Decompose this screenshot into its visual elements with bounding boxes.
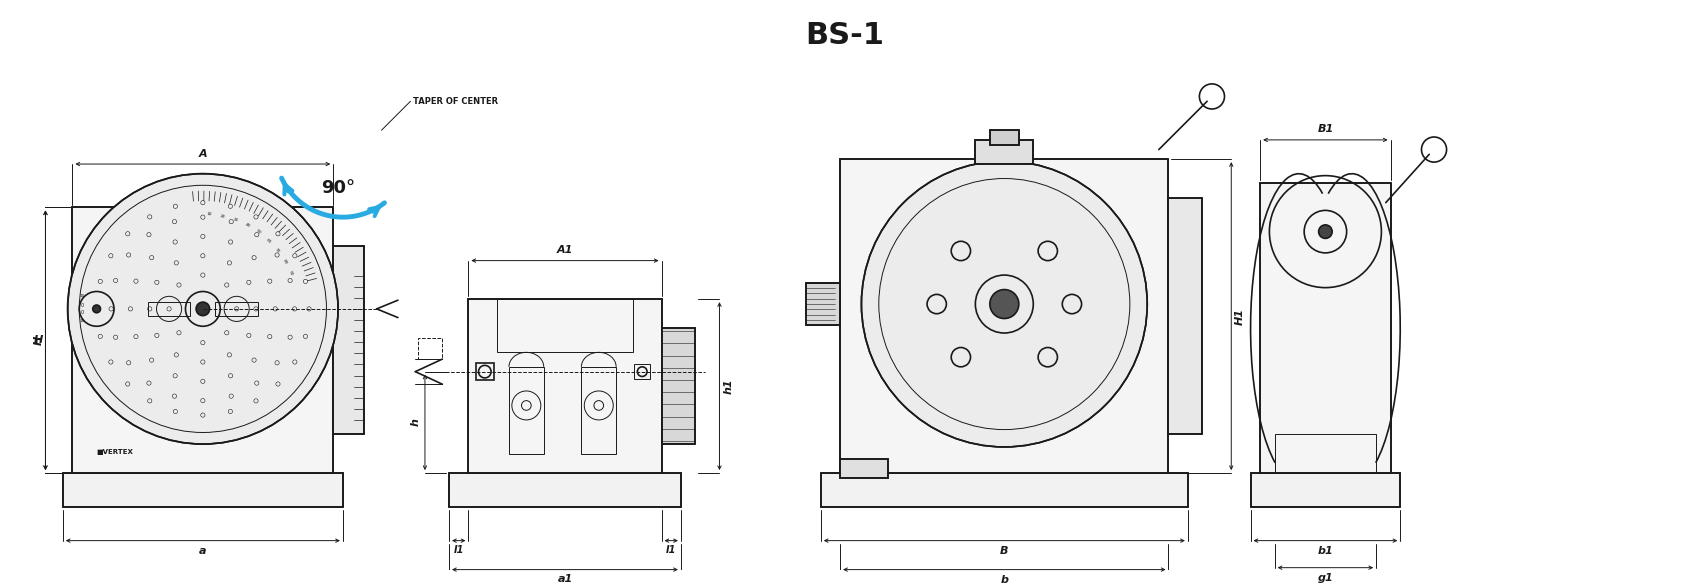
- Bar: [497, 299, 632, 352]
- Bar: [1167, 198, 1201, 434]
- Bar: [839, 159, 1167, 473]
- Text: A: A: [198, 149, 208, 159]
- Text: 10: 10: [206, 212, 213, 217]
- Text: 90°: 90°: [321, 179, 355, 197]
- Bar: [333, 246, 363, 434]
- Bar: [660, 328, 694, 444]
- Bar: [975, 140, 1032, 164]
- Bar: [73, 207, 333, 473]
- Bar: [215, 302, 258, 316]
- Circle shape: [93, 305, 100, 313]
- Text: TAPER OF CENTER: TAPER OF CENTER: [414, 97, 498, 106]
- Text: BS-1: BS-1: [806, 21, 883, 50]
- Text: 20: 20: [220, 214, 226, 219]
- Bar: [821, 473, 1187, 507]
- Bar: [1260, 183, 1390, 473]
- Bar: [821, 473, 1187, 507]
- Bar: [468, 299, 660, 473]
- Text: B: B: [1000, 546, 1008, 556]
- Bar: [1274, 434, 1375, 473]
- Bar: [839, 458, 888, 478]
- Text: b: b: [1000, 575, 1008, 585]
- Text: 70: 70: [274, 247, 280, 254]
- Text: B1: B1: [1316, 124, 1333, 134]
- Bar: [839, 458, 888, 478]
- Bar: [806, 283, 839, 325]
- Bar: [1260, 183, 1390, 473]
- Text: 30: 30: [231, 217, 238, 223]
- Bar: [1250, 473, 1400, 507]
- Text: h1: h1: [723, 378, 733, 394]
- Circle shape: [68, 174, 338, 444]
- Bar: [1250, 473, 1400, 507]
- Text: 90: 90: [287, 270, 294, 276]
- Text: 50: 50: [255, 229, 262, 235]
- Text: a1: a1: [557, 575, 573, 585]
- Bar: [449, 473, 681, 507]
- Circle shape: [1317, 225, 1331, 238]
- Bar: [73, 207, 333, 473]
- Bar: [1167, 198, 1201, 434]
- Bar: [476, 363, 493, 380]
- Text: I1: I1: [665, 545, 676, 555]
- Text: H: H: [34, 335, 42, 345]
- Bar: [417, 338, 443, 359]
- Bar: [508, 367, 544, 454]
- Bar: [660, 328, 694, 444]
- Text: A1: A1: [556, 245, 573, 255]
- Text: h: h: [410, 419, 421, 426]
- Bar: [990, 130, 1018, 145]
- Text: I1: I1: [453, 545, 464, 555]
- Text: 0: 0: [81, 311, 84, 315]
- Circle shape: [861, 161, 1147, 447]
- Text: 60: 60: [265, 238, 272, 244]
- Bar: [468, 299, 660, 473]
- Text: ■VERTEX: ■VERTEX: [96, 449, 133, 455]
- Bar: [806, 283, 839, 325]
- Text: H1: H1: [1235, 308, 1245, 325]
- Text: H: H: [34, 336, 44, 345]
- Circle shape: [990, 289, 1018, 319]
- Text: 10: 10: [79, 294, 84, 298]
- Bar: [147, 302, 191, 316]
- Bar: [633, 364, 650, 379]
- Bar: [449, 473, 681, 507]
- Bar: [62, 473, 343, 507]
- Bar: [990, 130, 1018, 145]
- Text: a: a: [199, 546, 206, 556]
- Bar: [839, 159, 1167, 473]
- Bar: [581, 367, 616, 454]
- Bar: [975, 140, 1032, 164]
- Text: 80: 80: [282, 258, 287, 265]
- Text: 40: 40: [243, 222, 250, 228]
- Text: 10: 10: [79, 319, 84, 323]
- Text: 0: 0: [81, 302, 84, 308]
- Text: g1: g1: [1317, 573, 1333, 583]
- Bar: [62, 473, 343, 507]
- Bar: [333, 246, 363, 434]
- Text: b1: b1: [1317, 546, 1333, 556]
- Circle shape: [196, 302, 209, 316]
